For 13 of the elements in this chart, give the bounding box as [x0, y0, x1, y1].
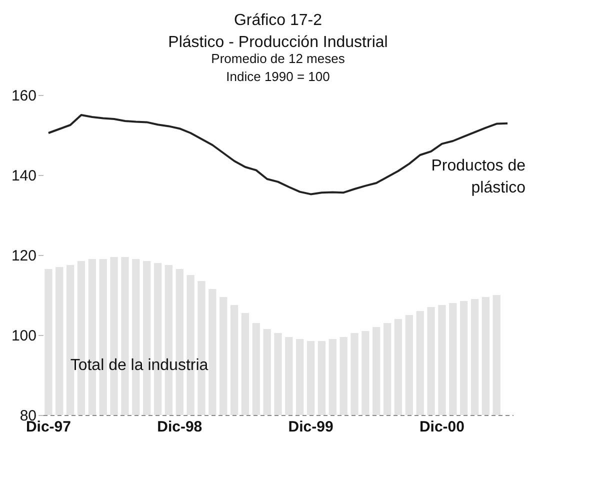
text: Gráfico 17-2	[234, 12, 322, 29]
text: Indice 1990 = 100	[226, 69, 330, 84]
y-tick-label: 120	[11, 248, 36, 264]
x-tick-label: Dic-98	[157, 418, 202, 436]
y-tick-label: 140	[11, 168, 36, 184]
x-tick-label: Dic-99	[288, 418, 334, 436]
y-tick-label: 160	[11, 88, 36, 104]
series-label: Total de la industria	[70, 357, 208, 374]
y-tick-label: 100	[11, 328, 36, 344]
x-tick-label: Dic-00	[419, 418, 464, 436]
chart-title: Plástico - Producción Industrial	[168, 34, 388, 51]
series-label: Productos de plástico	[431, 157, 526, 196]
chart-subtitle: Promedio de 12 meses	[211, 51, 346, 66]
